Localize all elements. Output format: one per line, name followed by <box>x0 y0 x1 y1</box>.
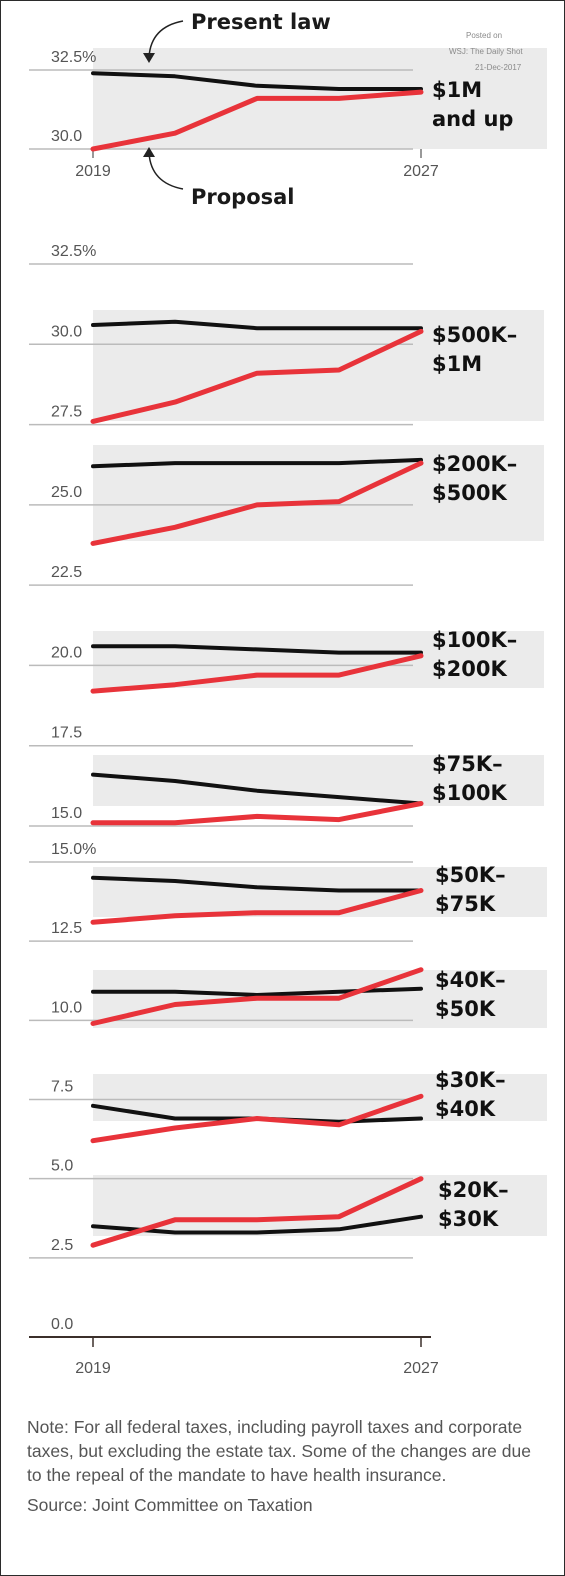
income-band-background <box>93 631 544 688</box>
y-tick-label: 15.0% <box>51 841 96 858</box>
income-band-label-line: $100K– <box>432 628 517 652</box>
proposal-line <box>90 89 424 152</box>
income-band-label-line: $40K <box>435 1097 496 1121</box>
present-law-line <box>91 644 423 655</box>
y-tick-label: 10.0 <box>51 999 82 1016</box>
income-band-label: $500K– $1M <box>432 323 517 376</box>
y-tick-label: 15.0 <box>51 805 82 822</box>
proposal-line <box>90 967 424 1026</box>
y-tick-label: 2.5 <box>51 1237 73 1254</box>
watermark-text: 21-Dec-2017 <box>475 63 522 72</box>
income-band-label-line: $200K– <box>432 452 517 476</box>
y-tick-label: 17.5 <box>51 725 82 742</box>
source-text: Source: Joint Committee on Taxation <box>27 1495 313 1515</box>
proposal-line <box>90 1093 424 1144</box>
income-band-label-line: $30K– <box>435 1068 506 1092</box>
income-band-label-line: $1M <box>432 78 482 102</box>
income-band-background <box>93 1175 547 1236</box>
income-band-label-line: $50K– <box>435 863 506 887</box>
present-law-line <box>91 71 423 91</box>
income-band-label: $100K– $200K <box>432 628 517 681</box>
income-band-label-line: $50K <box>435 997 496 1021</box>
income-band-background <box>93 867 547 917</box>
x-tick-label: 2027 <box>403 163 439 180</box>
income-band-label-line: $200K <box>432 657 507 681</box>
y-tick-label: 12.5 <box>51 920 82 937</box>
income-band-label-line: $30K <box>438 1207 499 1231</box>
income-band-label-line: $100K <box>432 781 507 805</box>
income-band-label: $40K– $50K <box>435 968 506 1021</box>
y-tick-label: 5.0 <box>51 1158 73 1175</box>
y-tick-label: 20.0 <box>51 644 82 661</box>
y-tick-label: 30.0 <box>51 128 82 145</box>
note-text: Note: For all federal taxes, including p… <box>27 1417 531 1485</box>
tax-rate-chart: $1M and up $500K– $1M $200K– $500K $100K– $200K… <box>29 10 547 1377</box>
present-law-line <box>91 319 423 331</box>
income-band-label-line: $75K– <box>432 752 503 776</box>
y-tick-label: 27.5 <box>51 404 82 421</box>
proposal-line <box>90 1176 424 1248</box>
proposal-arrow <box>148 152 184 190</box>
proposal-line <box>90 460 424 546</box>
proposal-line <box>90 653 424 694</box>
income-band-label: $75K– $100K <box>432 752 507 805</box>
present-law-line <box>91 457 423 469</box>
x-tick-label: 2019 <box>75 1360 111 1377</box>
proposal-line <box>90 888 424 925</box>
watermark-text: Posted on <box>466 31 502 40</box>
watermark-text: WSJ: The Daily Shot <box>449 47 523 56</box>
income-band-label-line: $75K <box>435 892 496 916</box>
income-band-label-line: $500K <box>432 481 507 505</box>
income-band-label-line: $20K– <box>438 1178 509 1202</box>
present-law-arrowhead <box>143 53 155 63</box>
x-tick-label: 2027 <box>403 1360 439 1377</box>
proposal-arrowhead <box>143 147 155 157</box>
proposal-line <box>90 801 424 826</box>
y-tick-label: 25.0 <box>51 484 82 501</box>
income-band-background <box>93 445 544 541</box>
y-tick-label: 30.0 <box>51 323 82 340</box>
income-band-label-line: $1M <box>432 352 482 376</box>
income-band-label: $200K– $500K <box>432 452 517 505</box>
footnotes: Note: For all federal taxes, including p… <box>27 1415 547 1517</box>
income-band-label: $20K– $30K <box>438 1178 509 1231</box>
y-tick-label: 32.5% <box>51 49 96 66</box>
proposal-callout: Proposal <box>191 185 295 209</box>
y-tick-label: 7.5 <box>51 1079 73 1096</box>
income-band-label-line: $500K– <box>432 323 517 347</box>
income-band-background <box>93 1074 547 1121</box>
present-law-line <box>91 772 423 806</box>
x-tick-label: 2019 <box>75 163 111 180</box>
present-law-line <box>91 875 423 893</box>
y-tick-label: 32.5% <box>51 243 96 260</box>
income-band-label: $30K– $40K <box>435 1068 506 1121</box>
income-band-label: $50K– $75K <box>435 863 506 916</box>
y-tick-label: 22.5 <box>51 564 82 581</box>
proposal-line <box>90 328 424 424</box>
income-band-label: $1M and up <box>432 78 513 131</box>
present-law-callout: Present law <box>191 10 331 34</box>
income-band-label-line: $40K– <box>435 968 506 992</box>
y-tick-label: 0.0 <box>51 1316 73 1333</box>
present-law-arrow <box>148 20 184 58</box>
income-band-label-line: and up <box>432 107 513 131</box>
